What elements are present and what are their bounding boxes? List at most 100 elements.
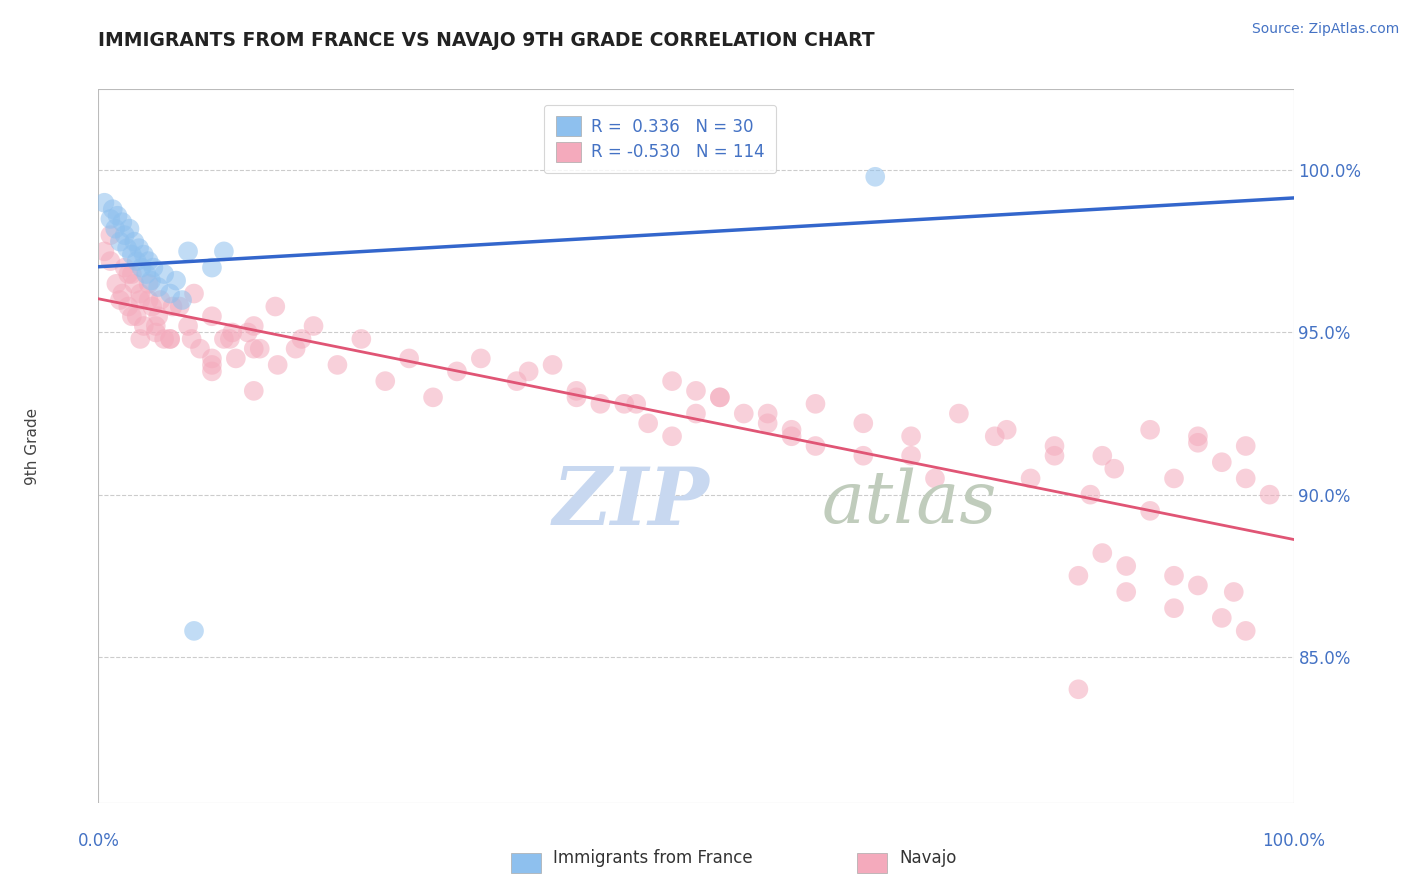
Point [212,244,235,259]
Point [107,209,129,223]
Point [517,364,540,378]
Point [948,407,970,421]
Point [162,300,184,314]
Point [804,397,827,411]
FancyBboxPatch shape [510,853,540,872]
Point [924,471,946,485]
Point [1115,559,1137,574]
Point [1067,682,1090,697]
Point [374,374,396,388]
Point [709,390,731,404]
Point [249,342,271,356]
Point [685,384,707,398]
Point [117,267,139,281]
Point [117,300,139,314]
Point [121,310,143,324]
Point [1163,568,1185,582]
Point [661,374,683,388]
Point [114,228,136,243]
Point [225,351,247,366]
Point [326,358,349,372]
Point [984,429,1007,443]
Point [422,390,444,404]
Point [291,332,314,346]
Point [148,310,170,324]
Point [284,342,307,356]
Point [149,293,172,307]
Point [201,351,224,366]
Point [1043,439,1066,453]
Point [1102,461,1125,475]
Point [145,318,167,333]
Point [267,358,290,372]
Point [128,241,150,255]
Point [1115,585,1137,599]
Point [129,293,152,307]
Point [302,318,325,333]
Point [212,332,235,346]
Point [236,326,259,340]
Point [201,310,224,324]
Text: 100.0%: 100.0% [1263,831,1324,849]
Point [243,342,266,356]
Point [1187,578,1209,592]
Point [1139,423,1161,437]
Point [756,407,779,421]
Point [1187,435,1209,450]
Point [626,397,648,411]
Point [118,221,141,235]
Point [780,429,803,443]
Text: ZIP: ZIP [553,465,710,541]
Text: Source: ZipAtlas.com: Source: ZipAtlas.com [1251,22,1399,37]
Point [565,384,588,398]
Point [1139,504,1161,518]
Text: 9th Grade: 9th Grade [25,408,41,484]
Point [398,351,420,366]
Point [159,332,181,346]
Point [852,417,875,431]
Point [169,300,191,314]
Point [709,390,731,404]
Point [129,286,152,301]
Text: atlas: atlas [821,467,997,539]
Point [104,221,127,235]
Point [201,358,224,372]
Point [148,280,170,294]
Point [108,235,131,249]
Point [135,267,157,281]
Point [124,277,146,291]
Point [541,358,564,372]
Point [115,241,138,255]
Point [129,332,152,346]
Point [350,332,373,346]
Point [1019,471,1042,485]
Point [446,364,468,378]
Point [153,267,176,281]
Point [105,277,128,291]
Point [125,310,148,324]
Point [183,624,205,638]
Point [1043,449,1066,463]
Point [98,211,122,226]
Point [685,407,707,421]
Point [165,274,187,288]
Point [98,254,122,268]
Text: Navajo: Navajo [900,849,956,867]
Point [188,342,211,356]
Point [637,417,659,431]
Point [138,254,160,268]
Point [124,235,146,249]
Point [995,423,1018,437]
Point [863,169,887,184]
Point [159,286,181,301]
Point [589,397,612,411]
Point [756,417,779,431]
Point [142,260,165,275]
Point [132,247,155,261]
Point [1091,449,1114,463]
Point [780,423,803,437]
Point [125,254,148,268]
Point [180,332,202,346]
Point [132,318,155,333]
Point [111,215,134,229]
